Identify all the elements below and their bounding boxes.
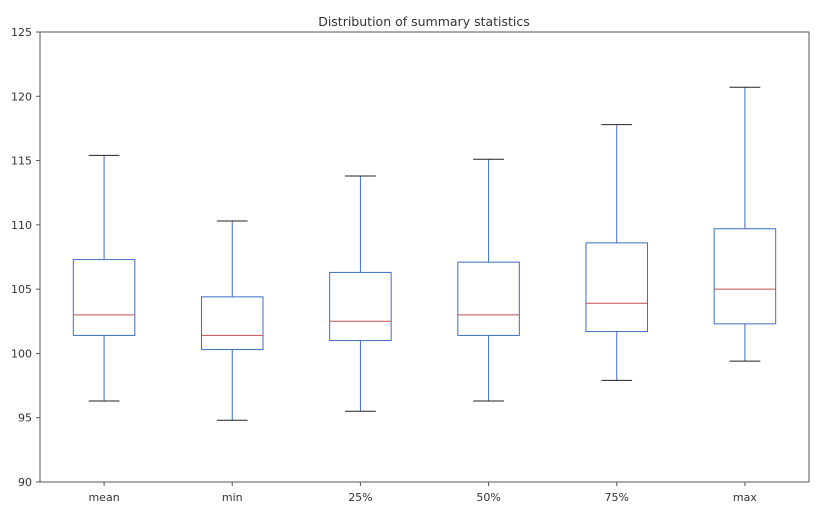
y-tick-label: 100 [11,347,32,360]
chart-title: Distribution of summary statistics [318,14,530,29]
y-tick-label: 105 [11,283,32,296]
y-tick-label: 90 [18,476,32,489]
iqr-box [713,228,777,325]
box-group [200,220,264,421]
y-tick-label: 120 [11,90,32,103]
y-tick-label: 125 [11,26,32,39]
iqr-box [585,242,649,333]
x-tick-label: min [222,491,243,504]
x-tick-label: 25% [348,491,372,504]
x-axis: mean min 25% 50% 75% max [88,482,757,504]
box-group [713,86,777,362]
iqr-box [457,261,520,336]
x-tick-label: 50% [476,491,500,504]
box-group [72,154,136,402]
box-group [585,124,649,381]
y-tick-label: 115 [11,155,32,168]
y-axis: 90 95 100 105 110 115 120 125 [11,26,40,489]
plot-frame [39,31,810,483]
iqr-box [329,271,392,342]
box-group [457,158,520,402]
plot-area [72,86,777,421]
x-tick-label: 75% [605,491,629,504]
iqr-box [72,259,136,336]
x-tick-label: max [733,491,757,504]
box-group [329,175,392,412]
y-tick-label: 95 [18,412,32,425]
iqr-box [200,296,264,351]
x-tick-label: mean [88,491,119,504]
y-tick-label: 110 [11,219,32,232]
